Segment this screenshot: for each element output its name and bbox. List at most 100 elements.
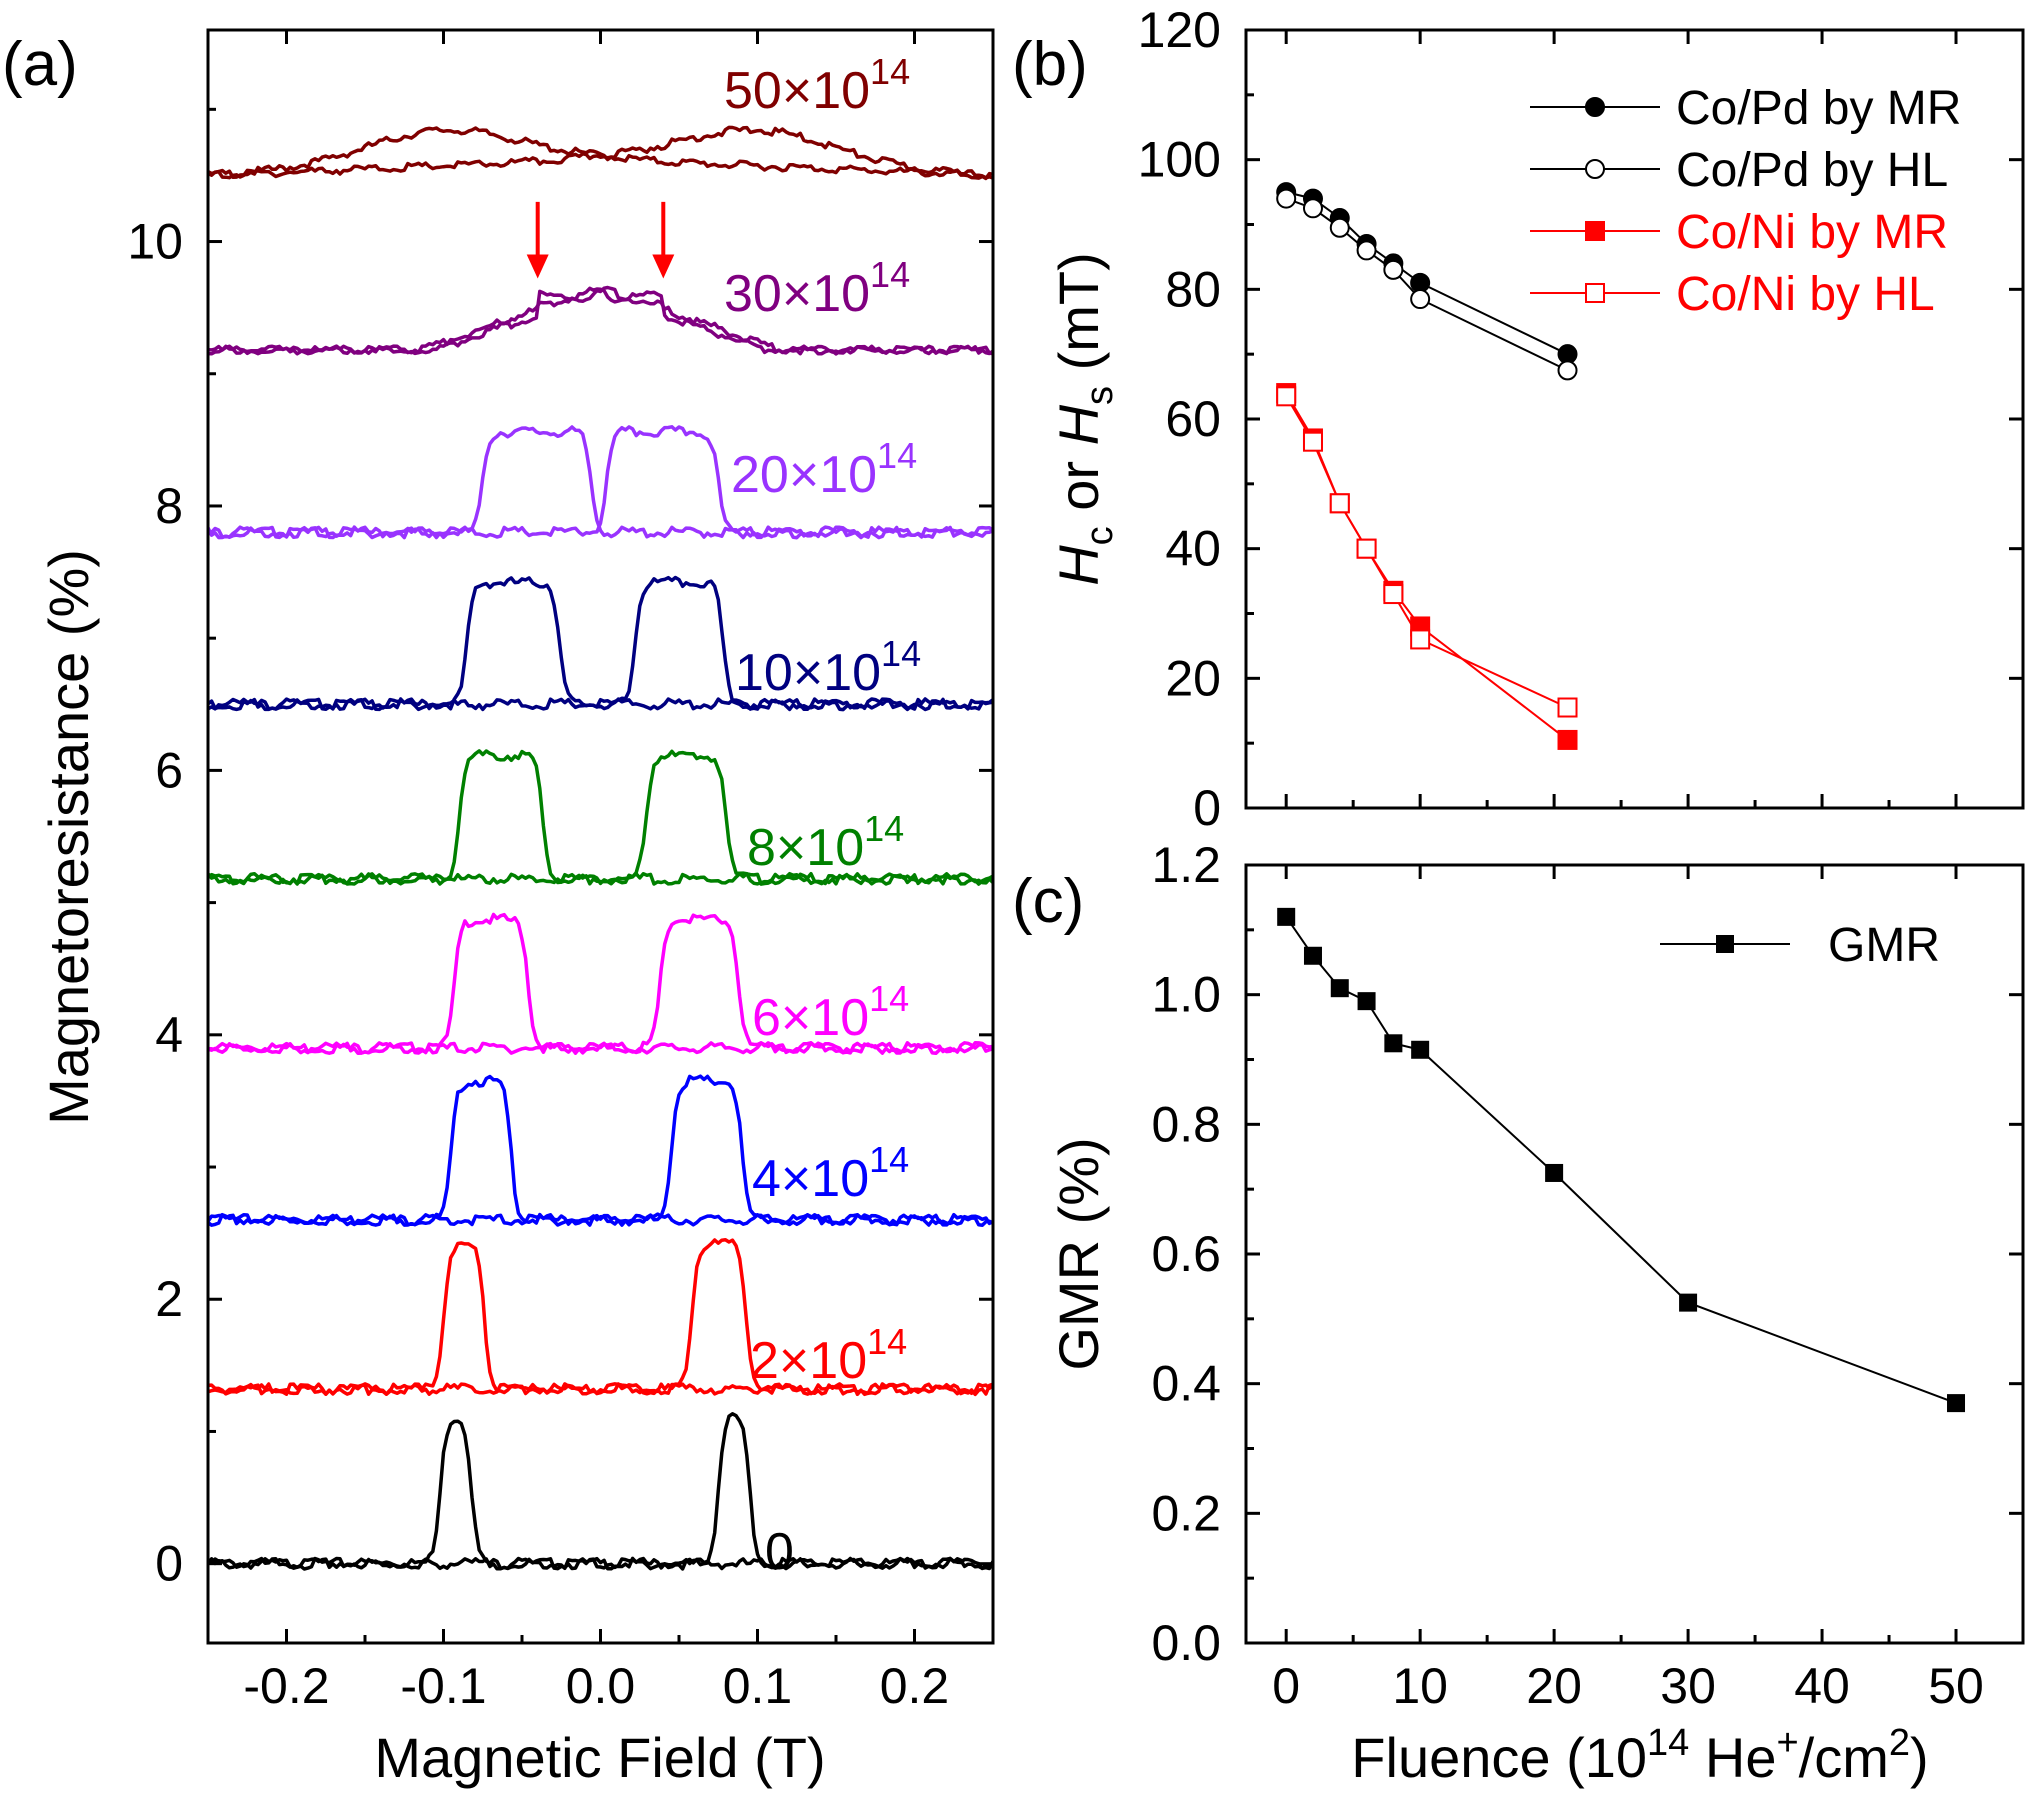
legend-marker-2 [1585, 221, 1605, 241]
series-line [1285, 916, 1957, 1405]
y-tick-label: 20 [1165, 650, 1221, 706]
legend-marker-3 [1585, 283, 1605, 303]
curve-label-base: 2×10 [750, 1332, 867, 1390]
data-point [1330, 979, 1349, 998]
panel-c-frame [1244, 863, 2025, 1645]
panel-a-x-axis-title: Magnetic Field (T) [374, 1726, 825, 1789]
legend-label-0: Co/Pd by MR [1676, 82, 1961, 135]
curve-label-exponent: 14 [870, 51, 910, 92]
curve-label-exponent: 14 [869, 978, 909, 1019]
y-tick-label: 40 [1165, 521, 1221, 577]
y-tick-label: 0 [1193, 780, 1221, 836]
panel-c-y-axis-title: GMR (%) [1047, 1137, 1110, 1370]
curve-label-5: 10×1014 [735, 633, 921, 702]
arrow-head-1 [652, 254, 675, 279]
y-tick-label: 6 [155, 742, 183, 798]
curve-label-base: 50×10 [724, 62, 870, 120]
curve-label-base: 0 [765, 1523, 794, 1581]
x-tick-label: 10 [1392, 1658, 1448, 1714]
series-1 [1276, 188, 1578, 381]
y-tick-label: 0 [155, 1536, 183, 1592]
panel-a-curves [206, 125, 995, 1571]
y-tick-label: 0.6 [1151, 1226, 1221, 1282]
y-tick-label: 1.2 [1151, 837, 1221, 893]
y-tick-label: 0.4 [1151, 1356, 1221, 1412]
y-tick-label: 0.0 [1151, 1615, 1221, 1671]
data-point [1384, 1034, 1403, 1053]
x-tick-label: 30 [1660, 1658, 1716, 1714]
panel-label-a: (a) [2, 30, 78, 99]
x-tick-label: 20 [1526, 1658, 1582, 1714]
panel-a-arrows [526, 201, 675, 279]
curve-label-3: 6×1014 [752, 978, 909, 1047]
xlabel-sup-plus: + [1776, 1722, 1798, 1764]
data-point [1557, 729, 1578, 750]
panel-label-c: (c) [1012, 867, 1084, 936]
panel-b: (b) 0 20 40 60 80 100 120 Hc or Hs (mT) Co/Pd … [1012, 2, 2025, 836]
y-tick-label: 2 [155, 1271, 183, 1327]
data-point [1357, 992, 1376, 1011]
y-tick-label: 100 [1138, 132, 1221, 188]
legend-marker-0 [1585, 97, 1605, 117]
xlabel-sup-14: 14 [1647, 1722, 1689, 1764]
y-tick-label: 60 [1165, 391, 1221, 447]
legend-label-1: Co/Pd by HL [1676, 144, 1948, 197]
curve-label-1: 2×1014 [750, 1321, 907, 1390]
x-tick-label: -0.1 [400, 1658, 486, 1714]
mr-curve-7 [207, 285, 994, 356]
xlabel-sup-2: 2 [1889, 1722, 1910, 1764]
series-3 [1276, 386, 1578, 718]
curve-label-6: 20×1014 [731, 435, 917, 504]
mr-curve-5 [206, 575, 995, 712]
panel-b-y-axis-title: Hc or Hs (mT) [1047, 252, 1121, 586]
y-tick-label: 120 [1138, 2, 1221, 58]
x-tick-label: 50 [1928, 1658, 1984, 1714]
mr-curve-1 [207, 1238, 995, 1397]
series-0 [1277, 907, 1966, 1413]
data-point [1329, 217, 1350, 238]
data-point [1277, 907, 1296, 926]
mr-curve-3 [207, 912, 994, 1056]
x-tick-label: 0.2 [880, 1658, 950, 1714]
mr-curve-2 [206, 1074, 994, 1227]
y-tick-label: 0.2 [1151, 1485, 1221, 1541]
mr-curve-0 [206, 1412, 995, 1571]
mr-curve-branch [207, 575, 994, 712]
mr-curve-branch [207, 285, 994, 356]
data-point [1410, 629, 1431, 650]
x-tick-label: 0.1 [723, 1658, 793, 1714]
ylabel-sub-s: s [1079, 386, 1121, 405]
data-point [1557, 360, 1578, 381]
panel-b-legend: Co/Pd by MR Co/Pd by HL Co/Ni by MR Co/Ni b… [1530, 82, 1961, 321]
curve-label-base: 20×10 [731, 446, 877, 504]
panel-c-series [1277, 907, 1966, 1413]
x-tick-label: 0 [1272, 1658, 1300, 1714]
panel-c-legend: GMR [1660, 919, 1940, 972]
panel-c: (c) 0 10 20 30 40 50 0.0 0.2 0.4 0.6 0.8 1.0 1.2 Fl… [1012, 837, 2025, 1789]
curve-label-exponent: 14 [869, 1139, 909, 1180]
curve-label-base: 10×10 [735, 644, 881, 702]
mr-curve-branch [207, 1238, 995, 1396]
data-point [1302, 431, 1323, 452]
arrow-head-0 [526, 254, 549, 279]
data-point [1545, 1163, 1564, 1182]
data-point [1356, 240, 1377, 261]
legend-label-2: Co/Ni by MR [1676, 206, 1948, 259]
panel-label-b: (b) [1012, 30, 1088, 99]
curve-label-0: 0 [765, 1523, 794, 1581]
mr-curve-branch [207, 913, 994, 1056]
curve-label-exponent: 14 [870, 254, 910, 295]
mr-curve-branch [206, 1419, 994, 1571]
curve-label-base: 4×10 [752, 1150, 869, 1208]
data-point [1276, 188, 1297, 209]
mr-curve-branch [207, 126, 994, 180]
curve-label-exponent: 14 [864, 808, 904, 849]
curve-label-7: 30×1014 [724, 254, 910, 323]
data-point [1356, 538, 1377, 559]
y-tick-label: 10 [127, 214, 183, 270]
panel-b-series [1276, 182, 1578, 750]
panel-b-y-ticks: 0 20 40 60 80 100 120 [1138, 2, 2023, 836]
legend-label-3: Co/Ni by HL [1676, 268, 1935, 321]
data-point [1303, 946, 1322, 965]
